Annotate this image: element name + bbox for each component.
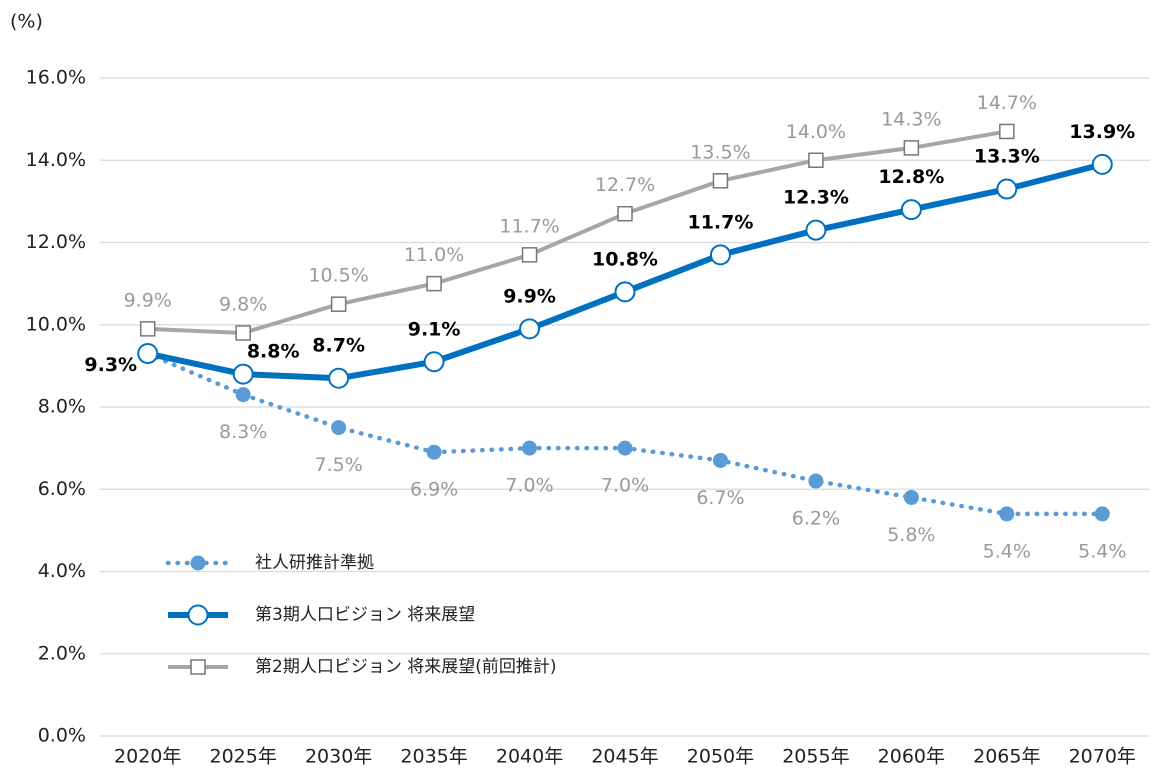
data-label: 11.7% (687, 211, 753, 233)
x-tick-label: 2065年 (973, 746, 1040, 768)
point (190, 555, 206, 571)
legend-item: 第3期人口ビジョン 将来展望 (168, 604, 475, 626)
data-label: 14.7% (977, 92, 1037, 114)
point (712, 173, 729, 189)
x-tick-label: 2070年 (1069, 746, 1136, 768)
x-tick-label: 2020年 (114, 746, 181, 768)
point (900, 199, 922, 221)
data-label: 9.1% (408, 318, 461, 340)
data-label: 8.7% (312, 335, 365, 357)
x-tick-label: 2025年 (210, 746, 277, 768)
y-tick-label: 12.0% (26, 231, 86, 253)
point (808, 152, 824, 168)
y-tick-label: 4.0% (38, 560, 86, 582)
point (235, 387, 251, 403)
point (614, 281, 636, 303)
legend-label: 第2期人口ビジョン 将来展望(前回推計) (255, 657, 556, 677)
legend-item: 社人研推計準拠 (165, 553, 374, 573)
x-tick-label: 2030年 (305, 746, 372, 768)
point (1094, 506, 1110, 522)
data-label: 12.8% (878, 166, 944, 188)
data-label: 6.9% (410, 479, 458, 501)
point (903, 489, 919, 505)
point (1091, 153, 1113, 175)
legend-item: 第2期人口ビジョン 将来展望(前回推計) (168, 657, 556, 677)
data-label: 7.0% (601, 475, 649, 497)
point (617, 205, 633, 222)
series (139, 123, 1015, 341)
point (232, 363, 254, 385)
x-tick-label: 2060年 (878, 746, 945, 768)
point (999, 123, 1015, 140)
series-line (147, 129, 1008, 335)
point (521, 247, 538, 263)
point (808, 473, 824, 489)
data-label: 6.7% (696, 487, 744, 509)
legend-label: 社人研推計準拠 (255, 553, 374, 573)
legend-label: 第3期人口ビジョン 将来展望 (255, 605, 475, 625)
point (999, 506, 1015, 522)
point (712, 452, 728, 468)
point (187, 604, 209, 626)
data-label: 9.9% (124, 289, 172, 311)
point (190, 659, 206, 675)
y-unit-label: (%) (10, 11, 43, 33)
data-label: 14.3% (881, 108, 941, 130)
series (137, 153, 1113, 389)
data-label: 7.0% (505, 475, 553, 497)
data-label: 11.0% (404, 244, 464, 266)
data-label: 9.8% (219, 293, 267, 315)
point (137, 343, 159, 365)
point (235, 325, 251, 341)
data-label: 5.4% (983, 540, 1031, 562)
data-label: 11.7% (499, 215, 559, 237)
data-label: 13.5% (690, 141, 750, 163)
x-tick-label: 2050年 (687, 746, 754, 768)
data-label: 8.8% (247, 341, 300, 363)
data-label: 10.5% (308, 265, 368, 287)
data-label: 7.5% (314, 454, 362, 476)
data-label: 13.9% (1069, 121, 1135, 143)
y-tick-label: 14.0% (26, 149, 86, 171)
y-tick-label: 0.0% (38, 725, 86, 747)
y-tick-label: 16.0% (26, 67, 86, 89)
x-tick-label: 2045年 (591, 746, 658, 768)
data-label: 12.7% (595, 174, 655, 196)
y-tick-label: 10.0% (26, 313, 86, 335)
data-label: 5.8% (887, 524, 935, 546)
point (330, 296, 347, 312)
data-label: 9.3% (84, 354, 137, 376)
data-label: 8.3% (219, 421, 267, 443)
y-tick-label: 2.0% (38, 642, 86, 664)
point (617, 440, 633, 456)
data-label: 6.2% (792, 508, 840, 530)
point (139, 321, 156, 337)
point (426, 444, 442, 460)
data-label: 5.4% (1078, 540, 1126, 562)
data-label: 13.3% (974, 146, 1040, 168)
x-tick-label: 2055年 (782, 746, 849, 768)
data-label: 14.0% (786, 121, 846, 143)
point (709, 244, 731, 266)
point (423, 351, 445, 373)
y-tick-label: 6.0% (38, 478, 86, 500)
x-tick-label: 2040年 (496, 746, 563, 768)
x-tick-label: 2035年 (400, 746, 467, 768)
point (519, 318, 541, 340)
point (805, 219, 827, 241)
point (996, 178, 1018, 200)
data-label: 9.9% (503, 285, 556, 307)
point (331, 420, 347, 436)
point (328, 367, 350, 389)
point (903, 140, 920, 156)
point (426, 275, 442, 292)
y-tick-label: 8.0% (38, 396, 86, 418)
point (522, 440, 538, 456)
data-label: 12.3% (783, 187, 849, 209)
data-label: 10.8% (592, 248, 658, 270)
